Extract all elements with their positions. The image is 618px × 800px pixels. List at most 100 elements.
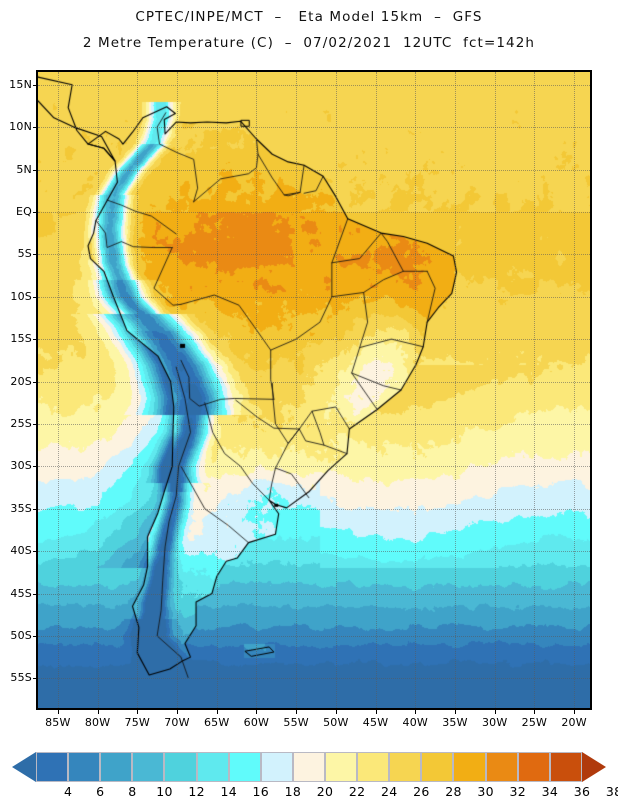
colorbar-segment	[196, 752, 229, 782]
x-axis-tick-label: 25W	[521, 716, 548, 729]
y-axis-tick-label: 40S	[10, 544, 32, 558]
x-axis-tick-label: 30W	[481, 716, 508, 729]
x-axis-tick-label: 85W	[45, 716, 71, 729]
colorbar-max-arrow	[582, 752, 606, 782]
colorbar-segment	[485, 752, 518, 782]
colorbar-tick-label: 18	[284, 784, 302, 799]
x-axis-tick-label: 80W	[84, 716, 111, 729]
y-axis-tick	[33, 211, 37, 213]
colorbar-segment	[549, 752, 582, 782]
y-axis-tick	[33, 254, 37, 256]
colorbar-segment	[100, 752, 133, 782]
colorbar-tick-label: 6	[96, 784, 105, 799]
colorbar-segment	[357, 752, 390, 782]
y-axis-tick-label: 20S	[10, 374, 32, 388]
y-axis-tick-label: 15S	[10, 332, 32, 346]
colorbar-tick-label: 36	[573, 784, 591, 799]
chart-title-block: CPTEC/INPE/MCT – Eta Model 15km – GFS 2 …	[0, 0, 618, 56]
x-axis-tick-label: 20W	[561, 716, 587, 729]
colorbar-min-arrow	[12, 752, 36, 782]
x-axis-tick	[335, 710, 337, 714]
y-axis-tick-label: 30S	[10, 459, 32, 473]
y-axis-tick	[33, 381, 37, 383]
colorbar-tick-label: 38	[605, 784, 618, 799]
x-axis-tick	[216, 710, 218, 714]
title-line-variable: 2 Metre Temperature (C) – 07/02/2021 12U…	[82, 35, 536, 51]
colorbar-tick-label: 30	[477, 784, 494, 799]
temperature-field-canvas	[38, 72, 590, 708]
y-axis-tick	[33, 508, 37, 510]
y-axis-tick	[33, 84, 37, 86]
colorbar-tick-label: 12	[188, 784, 205, 799]
x-axis-tick	[454, 710, 456, 714]
x-axis-tick-label: 55W	[283, 716, 309, 729]
x-axis-tick-label: 75W	[124, 716, 150, 729]
y-axis-tick-label: 10N	[9, 120, 32, 134]
x-axis-tick-label: 45W	[362, 716, 389, 729]
x-axis-tick	[494, 710, 496, 714]
colorbar-tick-label: 10	[156, 784, 173, 799]
colorbar-segment	[68, 752, 101, 782]
colorbar-segment	[389, 752, 422, 782]
colorbar-segment	[421, 752, 454, 782]
x-axis-tick-label: 35W	[442, 716, 468, 729]
x-axis-tick	[97, 710, 99, 714]
y-axis-tick	[33, 593, 37, 595]
y-axis-tick	[33, 296, 37, 298]
y-axis-tick	[33, 169, 37, 171]
y-axis-tick-label: 45S	[10, 586, 32, 600]
colorbar-tick-label: 16	[252, 784, 270, 799]
y-axis-tick-label: EQ	[15, 204, 32, 218]
colorbar-tick-label: 8	[128, 784, 137, 799]
colorbar-segment	[292, 752, 325, 782]
temperature-map	[36, 70, 592, 710]
x-axis-tick	[534, 710, 536, 714]
y-axis-tick-label: 5N	[16, 162, 32, 176]
y-axis-tick	[33, 127, 37, 129]
y-axis-tick-label: 50S	[10, 628, 32, 642]
x-axis-tick	[137, 710, 139, 714]
x-axis-tick	[375, 710, 377, 714]
y-axis-tick-label: 15N	[9, 77, 32, 91]
colorbar-segment	[228, 752, 261, 782]
colorbar-segment	[260, 752, 293, 782]
y-axis-tick	[33, 423, 37, 425]
colorbar-segment	[132, 752, 165, 782]
colorbar: 4 6 8 10 12 14 16 18 20 22 24 26 28 30 32 34 36 38	[0, 748, 618, 800]
colorbar-segment	[517, 752, 550, 782]
x-axis-tick-label: 70W	[164, 716, 190, 729]
x-axis-tick-label: 40W	[402, 716, 428, 729]
colorbar-segment	[324, 752, 358, 782]
x-axis-tick	[256, 710, 258, 714]
colorbar-segment	[453, 752, 486, 782]
colorbar-segments	[36, 752, 582, 782]
x-axis-tick	[296, 710, 298, 714]
y-axis-tick-label: 10S	[10, 289, 32, 303]
colorbar-tick-label: 26	[413, 784, 430, 799]
y-axis-tick	[33, 635, 37, 637]
colorbar-tick-label: 34	[541, 784, 559, 799]
x-axis-tick-label: 65W	[203, 716, 230, 729]
y-axis-tick	[33, 678, 37, 680]
y-axis-tick	[33, 339, 37, 341]
y-axis-tick-label: 5S	[17, 247, 32, 261]
y-axis-tick-label: 55S	[10, 671, 32, 685]
x-axis-tick-label: 60W	[243, 716, 270, 729]
colorbar-tick-label: 24	[381, 784, 398, 799]
y-axis-tick	[33, 551, 37, 553]
y-axis-tick-label: 25S	[10, 416, 32, 430]
colorbar-tick-label: 4	[63, 784, 73, 799]
colorbar-tick-label: 32	[509, 784, 526, 799]
title-line-model: CPTEC/INPE/MCT – Eta Model 15km – GFS	[135, 9, 483, 25]
x-axis-tick	[415, 710, 417, 714]
x-axis-tick	[57, 710, 59, 714]
colorbar-segment	[164, 752, 197, 782]
x-axis-tick-label: 50W	[323, 716, 349, 729]
x-axis-tick	[176, 710, 178, 714]
colorbar-tick-label: 20	[316, 784, 334, 799]
x-axis-tick	[574, 710, 576, 714]
colorbar-segment	[36, 752, 69, 782]
y-axis-tick-label: 35S	[10, 501, 32, 515]
colorbar-tick-label: 22	[348, 784, 366, 799]
colorbar-tick-label: 14	[220, 784, 237, 799]
